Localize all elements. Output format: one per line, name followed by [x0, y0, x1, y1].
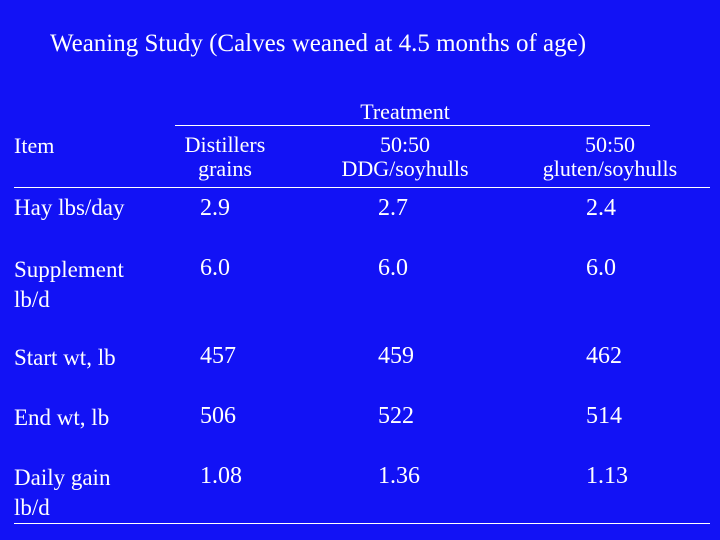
column-header-ddg-soyhulls: 50:50 DDG/soyhulls: [325, 132, 485, 182]
row-label-daily-gain: Daily gain lb/d: [14, 463, 110, 523]
table-bottom-rule: [14, 523, 710, 524]
cell-end-distillers: 506: [200, 403, 236, 429]
column-header-line1: 50:50: [584, 132, 636, 157]
column-header-line1: Distillers: [184, 132, 266, 157]
cell-gain-distillers: 1.08: [200, 463, 242, 489]
row-label-start-wt: Start wt, lb: [14, 345, 116, 370]
cell-gain-gluten: 1.13: [586, 463, 628, 489]
row-label-line1: Daily gain: [14, 465, 111, 490]
column-header-line1: 50:50: [379, 132, 431, 157]
column-header-line2: DDG/soyhulls: [341, 156, 469, 182]
header-bottom-rule: [14, 187, 710, 188]
cell-supplement-ddg: 6.0: [378, 255, 408, 281]
row-label-end-wt: End wt, lb: [14, 405, 110, 430]
cell-end-ddg: 522: [378, 403, 414, 429]
row-label-hay: Hay lbs/day: [14, 195, 125, 220]
slide-title: Weaning Study (Calves weaned at 4.5 mont…: [50, 30, 587, 57]
row-label-line2: lb/d: [14, 494, 50, 520]
row-label-line1: Supplement: [14, 257, 124, 282]
cell-start-distillers: 457: [200, 343, 236, 369]
row-label-line2: lb/d: [14, 286, 50, 312]
cell-hay-gluten: 2.4: [586, 195, 616, 221]
column-header-line2: gluten/soyhulls: [542, 156, 678, 182]
cell-start-ddg: 459: [378, 343, 414, 369]
cell-hay-distillers: 2.9: [200, 195, 230, 221]
cell-gain-ddg: 1.36: [378, 463, 420, 489]
cell-start-gluten: 462: [586, 343, 622, 369]
row-label-supplement: Supplement lb/d: [14, 255, 124, 315]
treatment-header: Treatment: [360, 99, 450, 124]
column-header-distillers: Distillers grains: [170, 132, 280, 182]
treatment-header-rule: [175, 125, 650, 126]
cell-hay-ddg: 2.7: [378, 195, 408, 221]
column-header-line2: grains: [198, 156, 252, 182]
column-header-gluten-soyhulls: 50:50 gluten/soyhulls: [525, 132, 695, 182]
cell-end-gluten: 514: [586, 403, 622, 429]
cell-supplement-gluten: 6.0: [586, 255, 616, 281]
item-column-header: Item: [14, 133, 55, 158]
cell-supplement-distillers: 6.0: [200, 255, 230, 281]
